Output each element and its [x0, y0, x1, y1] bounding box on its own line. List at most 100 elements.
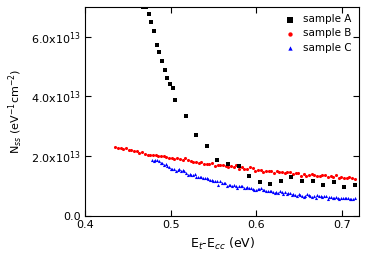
sample C [257, 187, 262, 191]
sample B [209, 161, 215, 166]
sample B [255, 168, 261, 172]
sample B [158, 154, 164, 158]
sample C [226, 183, 232, 188]
sample C [185, 173, 191, 177]
sample B [290, 172, 296, 176]
sample B [206, 162, 212, 167]
sample C [234, 185, 240, 190]
sample C [313, 196, 318, 200]
sample C [284, 192, 290, 196]
Legend: sample A, sample B, sample C: sample A, sample B, sample C [277, 12, 354, 55]
sample C [318, 193, 324, 198]
sample C [297, 193, 303, 197]
sample C [296, 192, 302, 196]
sample B [303, 174, 309, 178]
sample C [321, 194, 327, 198]
sample B [118, 146, 124, 150]
sample C [207, 178, 213, 182]
sample C [292, 193, 298, 197]
sample C [306, 193, 312, 197]
sample C [336, 197, 342, 201]
sample C [231, 183, 237, 187]
sample A [331, 180, 337, 184]
sample C [149, 158, 155, 162]
sample B [244, 167, 250, 171]
sample A [164, 76, 170, 80]
sample C [153, 158, 158, 162]
sample B [190, 160, 196, 164]
sample C [251, 188, 257, 192]
sample C [273, 190, 279, 194]
sample C [275, 191, 281, 195]
sample C [250, 187, 255, 191]
sample C [171, 167, 177, 171]
sample B [225, 164, 231, 169]
sample C [195, 175, 201, 179]
sample B [120, 147, 126, 151]
sample B [196, 161, 202, 165]
sample B [234, 163, 239, 167]
sample B [220, 163, 226, 168]
sample A [225, 162, 231, 166]
sample C [267, 189, 273, 193]
sample A [146, 12, 152, 16]
sample B [188, 159, 194, 163]
sample B [293, 171, 299, 175]
sample B [325, 175, 331, 179]
sample B [341, 176, 347, 180]
sample B [231, 165, 236, 169]
sample B [166, 156, 172, 160]
sample A [204, 144, 210, 148]
sample A [162, 68, 168, 72]
sample C [270, 190, 276, 194]
sample C [200, 176, 206, 180]
sample C [272, 191, 278, 195]
sample C [156, 159, 162, 163]
sample A [141, 5, 146, 9]
sample C [176, 167, 182, 171]
sample C [282, 190, 288, 194]
sample C [182, 169, 187, 173]
sample B [239, 165, 244, 169]
sample B [309, 172, 315, 176]
sample C [164, 163, 170, 168]
sample B [314, 174, 320, 178]
sample C [320, 195, 325, 199]
sample C [163, 162, 169, 166]
sample B [330, 175, 336, 179]
sample A [299, 179, 305, 183]
sample A [193, 132, 199, 136]
sample B [287, 170, 293, 174]
sample C [279, 190, 284, 194]
sample C [190, 173, 196, 177]
sample A [320, 183, 326, 187]
sample B [174, 156, 180, 160]
sample C [173, 168, 179, 172]
sample B [298, 174, 304, 178]
sample B [177, 157, 183, 161]
sample B [169, 156, 175, 160]
sample C [301, 195, 307, 199]
sample A [310, 178, 315, 183]
sample B [306, 173, 312, 177]
sample A [341, 185, 347, 189]
sample B [266, 169, 272, 173]
sample C [291, 192, 296, 196]
sample A [154, 43, 160, 47]
sample C [255, 187, 261, 191]
sample B [201, 162, 207, 166]
sample C [248, 185, 254, 190]
sample C [338, 196, 344, 200]
sample C [328, 195, 334, 199]
sample C [187, 172, 193, 176]
sample C [350, 197, 356, 202]
sample C [203, 176, 209, 180]
sample C [280, 192, 286, 196]
sample C [262, 188, 268, 192]
sample C [158, 161, 164, 165]
sample C [277, 189, 283, 193]
sample A [156, 50, 162, 54]
sample C [285, 191, 291, 196]
sample B [164, 155, 169, 159]
sample C [333, 195, 339, 199]
